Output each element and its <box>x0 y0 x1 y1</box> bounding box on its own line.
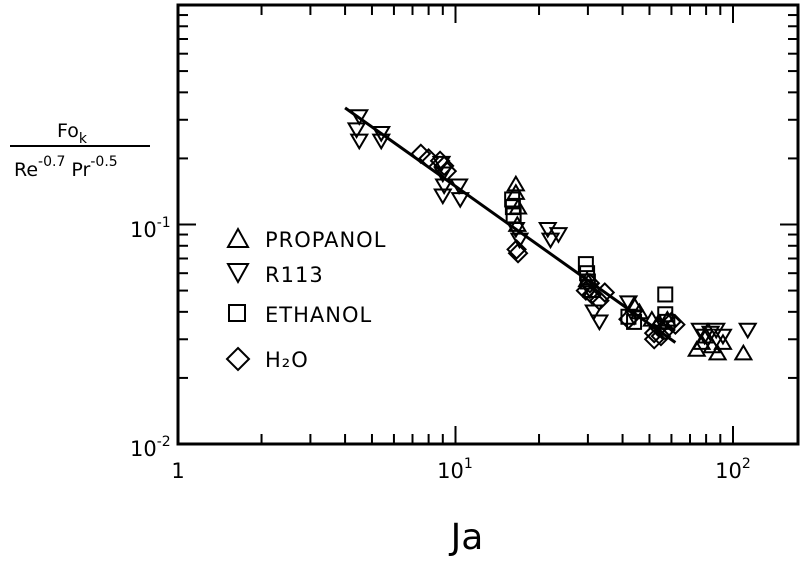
point-propanol <box>506 174 526 192</box>
x-tick-label-1: 1 <box>171 459 184 483</box>
legend-label-ethanol: ETHANOL <box>265 303 372 327</box>
legend-label-r113: R113 <box>265 263 324 287</box>
data-points <box>346 109 758 361</box>
point-h2o <box>506 239 527 260</box>
y-tick-label-0.01: 10-2 <box>130 434 171 461</box>
y-label-denominator: Re-0.7 Pr-0.5 <box>14 154 118 181</box>
point-propanol <box>733 343 754 361</box>
point-h2o <box>588 290 610 312</box>
point-r113 <box>450 192 470 209</box>
point-r113 <box>349 109 370 126</box>
point-r113 <box>713 328 733 346</box>
point-r113 <box>449 178 469 196</box>
x-axis-label: Ja <box>449 517 484 558</box>
legend-item-propanol: PROPANOL <box>226 226 386 252</box>
legend-item-ethanol: ETHANOL <box>228 303 372 327</box>
point-r113 <box>737 322 758 340</box>
point-ethanol <box>504 199 521 216</box>
legend-item-r113: R113 <box>226 263 324 287</box>
point-h2o <box>579 272 601 294</box>
legend-marker-triangle-up <box>226 226 250 248</box>
legend-label-h2o: H₂O <box>265 348 309 372</box>
legend-label-propanol: PROPANOL <box>265 228 386 252</box>
point-ethanol <box>579 265 596 282</box>
point-h2o <box>664 314 686 335</box>
point-ethanol <box>505 207 522 224</box>
point-r113 <box>618 295 639 312</box>
point-h2o <box>654 319 676 341</box>
legend-item-h2o: H₂O <box>225 346 309 372</box>
plot-frame <box>176 3 800 446</box>
point-h2o <box>643 322 665 344</box>
point-r113 <box>433 188 453 206</box>
point-h2o <box>507 242 529 264</box>
point-h2o <box>650 325 672 347</box>
y-axis-label: Fok Re-0.7 Pr-0.5 <box>10 120 150 181</box>
legend: PROPANOL R113 ETHANOL H₂O <box>225 226 386 372</box>
legend-marker-square <box>228 304 246 322</box>
y-label-numerator: Fok <box>57 120 88 147</box>
point-h2o <box>575 280 597 301</box>
point-h2o <box>643 328 665 350</box>
point-r113 <box>346 122 367 139</box>
point-r113 <box>349 133 370 151</box>
point-r113 <box>434 178 454 196</box>
axis-ticks <box>177 4 798 445</box>
point-r113 <box>371 133 391 151</box>
legend-marker-triangle-down <box>226 263 250 285</box>
y-tick-label-0.1: 10-1 <box>130 215 171 242</box>
point-propanol <box>707 343 728 361</box>
x-tick-label-100: 102 <box>715 456 751 483</box>
point-ethanol <box>577 256 594 273</box>
point-h2o <box>436 160 458 182</box>
point-propanol <box>624 295 644 313</box>
x-tick-label-10: 101 <box>437 456 473 483</box>
point-h2o <box>618 308 639 330</box>
point-r113 <box>589 314 610 332</box>
point-propanol <box>507 215 528 232</box>
point-r113 <box>540 232 561 250</box>
point-h2o <box>418 148 440 169</box>
point-h2o <box>594 282 616 303</box>
point-ethanol <box>657 286 674 303</box>
legend-marker-diamond <box>225 346 251 372</box>
point-propanol <box>713 333 733 350</box>
point-h2o <box>433 155 455 177</box>
point-r113 <box>584 304 604 322</box>
point-r113 <box>548 227 569 244</box>
